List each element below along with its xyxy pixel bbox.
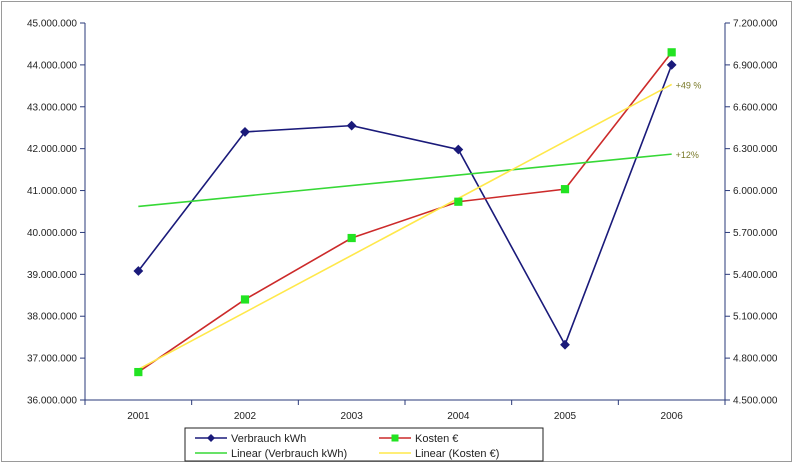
y-right-tick-label: 6.000.000 xyxy=(733,186,778,197)
y-left-tick-label: 44.000.000 xyxy=(27,60,77,71)
y-left-tick-label: 39.000.000 xyxy=(27,270,77,281)
legend-label: Verbrauch kWh xyxy=(231,433,306,445)
x-tick-label: 2003 xyxy=(341,411,364,422)
y-right-tick-label: 7.200.000 xyxy=(733,19,778,30)
y-right-tick-label: 5.100.000 xyxy=(733,312,778,323)
data-point xyxy=(348,234,355,241)
y-right-tick-label: 6.900.000 xyxy=(733,60,778,71)
legend-label: Linear (Kosten €) xyxy=(415,448,499,460)
x-tick-label: 2002 xyxy=(234,411,257,422)
y-left-tick-label: 38.000.000 xyxy=(27,312,77,323)
y-right-tick-label: 4.800.000 xyxy=(733,354,778,365)
data-point xyxy=(241,296,248,303)
y-left-tick-label: 41.000.000 xyxy=(27,186,77,197)
legend-marker xyxy=(392,435,399,442)
y-left-tick-label: 42.000.000 xyxy=(27,144,77,155)
x-tick-label: 2004 xyxy=(447,411,470,422)
legend-label: Linear (Verbrauch kWh) xyxy=(231,448,347,460)
y-left-tick-label: 40.000.000 xyxy=(27,228,77,239)
data-point xyxy=(455,198,462,205)
y-right-tick-label: 6.600.000 xyxy=(733,102,778,113)
x-tick-label: 2005 xyxy=(554,411,577,422)
data-point xyxy=(561,186,568,193)
y-left-tick-label: 36.000.000 xyxy=(27,396,77,407)
x-tick-label: 2001 xyxy=(127,411,150,422)
legend-label: Kosten € xyxy=(415,433,458,445)
y-right-tick-label: 5.700.000 xyxy=(733,228,778,239)
y-right-tick-label: 5.400.000 xyxy=(733,270,778,281)
y-right-tick-label: 6.300.000 xyxy=(733,144,778,155)
data-point xyxy=(135,368,142,375)
data-point xyxy=(668,49,675,56)
y-left-tick-label: 43.000.000 xyxy=(27,102,77,113)
y-right-tick-label: 4.500.000 xyxy=(733,396,778,407)
trend-annotation: +49 % xyxy=(676,80,702,90)
y-left-tick-label: 37.000.000 xyxy=(27,354,77,365)
x-tick-label: 2006 xyxy=(661,411,684,422)
y-left-tick-label: 45.000.000 xyxy=(27,19,77,30)
trend-annotation: +12% xyxy=(676,150,699,160)
